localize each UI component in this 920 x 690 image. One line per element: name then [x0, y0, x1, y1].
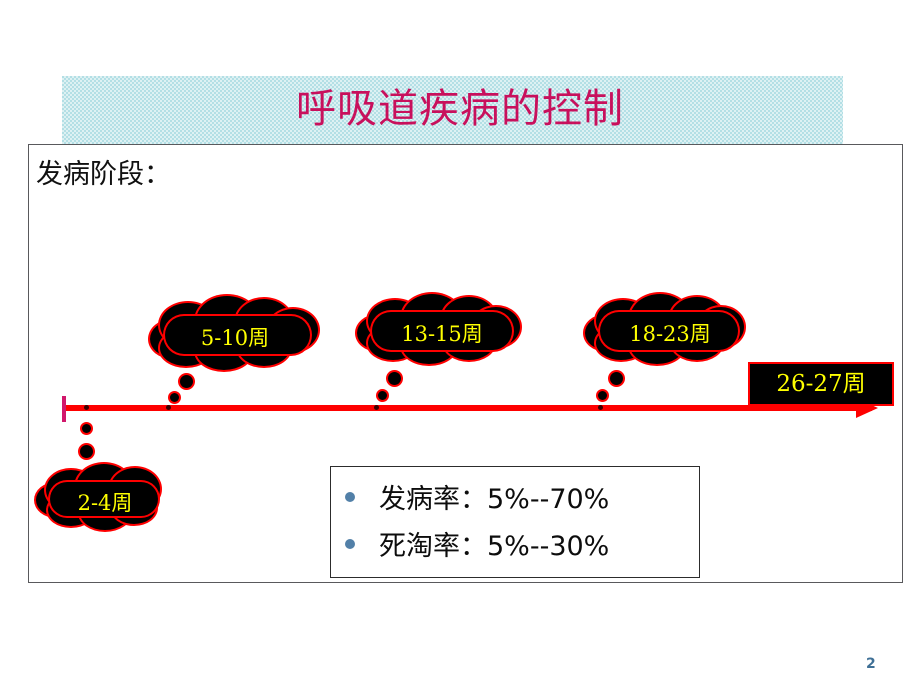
cloud-tail-bubble	[82, 424, 91, 433]
bullet-icon	[345, 491, 355, 502]
stats-text-mortality: 死淘率：5%--30%	[379, 531, 610, 562]
cloud-tail-bubble	[80, 445, 93, 458]
timeline-marker-5-10	[166, 405, 171, 410]
timeline-marker-2-4	[84, 405, 89, 410]
timeline-marker-13-15	[374, 405, 379, 410]
cloud-label-18-23: 18-23周	[629, 322, 711, 346]
timeline-marker-18-23	[598, 405, 603, 410]
bullet-icon	[345, 538, 355, 549]
stats-text-morbidity: 发病率：5%--70%	[379, 484, 610, 515]
cloud-body	[50, 482, 158, 516]
cloud-tail-bubble	[170, 393, 179, 402]
cloud-tail-bubble	[378, 391, 387, 400]
stats-row-morbidity: 发病率：5%--70%	[345, 477, 609, 516]
week-range-box	[748, 362, 894, 406]
cloud-label-5-10: 5-10周	[200, 326, 270, 350]
page-number: 2	[866, 656, 876, 672]
cloud-body	[372, 312, 512, 350]
page-title: 呼吸道疾病的控制	[296, 86, 624, 132]
stats-box: 发病率：5%--70% 死淘率：5%--30%	[330, 466, 700, 578]
stats-row-mortality: 死淘率：5%--30%	[345, 524, 609, 563]
week-range-label: 26-27周	[776, 371, 866, 397]
cloud-tail-bubble	[610, 372, 623, 385]
cloud-tail-bubble	[598, 391, 607, 400]
title-band	[62, 76, 843, 144]
timeline-start-tick	[62, 396, 66, 422]
cloud-label-13-15: 13-15周	[401, 322, 483, 346]
cloud-label-2-4: 2-4周	[77, 491, 133, 515]
cloud-tail-bubble	[180, 375, 193, 388]
cloud-body	[600, 312, 738, 350]
stage-label: 发病阶段：	[36, 159, 171, 190]
cloud-tail-bubble	[388, 372, 401, 385]
cloud-body	[165, 316, 310, 354]
timeline-axis	[62, 405, 872, 411]
